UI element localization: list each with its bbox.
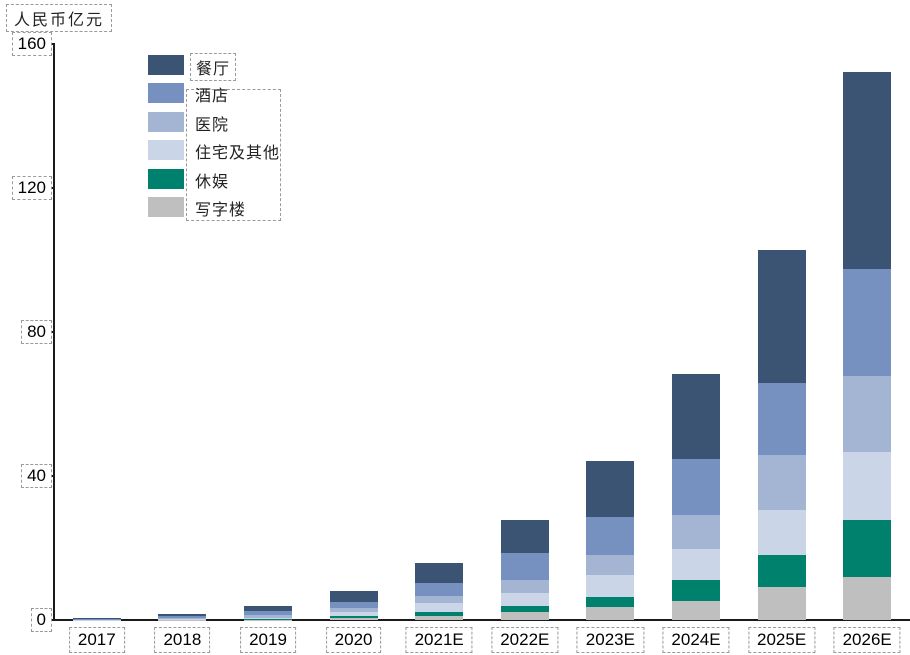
bar-2020 — [329, 0, 378, 620]
x-tick-label-2020: 2020 — [325, 627, 382, 653]
bar-segment-residential-and-other-2018 — [158, 618, 207, 620]
bar-segment-office-2023E — [586, 606, 635, 620]
bar-2026E — [843, 0, 892, 620]
x-tick-label-2017: 2017 — [68, 627, 125, 653]
bar-2023E — [586, 0, 635, 620]
bar-segment-residential-and-other-2022E — [500, 593, 549, 606]
x-tick-label-2026E: 2026E — [833, 627, 901, 653]
bar-segment-office-2024E — [672, 600, 720, 620]
bar-segment-residential-and-other-2019 — [244, 617, 292, 619]
bar-segment-restaurant-2024E — [672, 374, 720, 460]
bar-2022E — [500, 0, 549, 620]
bar-2017 — [72, 0, 121, 620]
x-tick-label-2018: 2018 — [154, 627, 211, 653]
bar-segment-leisure-2023E — [586, 596, 635, 607]
bar-segment-restaurant-2019 — [244, 605, 292, 611]
bar-segment-leisure-2026E — [843, 519, 892, 578]
legend-label-office: 写字楼 — [195, 200, 247, 219]
bar-segment-restaurant-2017 — [72, 617, 121, 619]
bar-segment-hospital-2024E — [672, 514, 720, 550]
bar-segment-restaurant-2022E — [500, 519, 549, 554]
x-tick-label-2021E: 2021E — [405, 627, 473, 653]
bar-segment-hotel-2017 — [72, 618, 121, 620]
legend-label-residential-and-other: 住宅及其他 — [195, 143, 281, 163]
bar-segment-residential-and-other-2024E — [672, 549, 720, 581]
bar-segment-restaurant-2020 — [329, 590, 378, 602]
legend-label-hospital: 医院 — [195, 114, 230, 134]
bar-segment-leisure-2019 — [244, 618, 292, 620]
x-axis-line — [53, 619, 910, 621]
bar-segment-hospital-2021E — [415, 595, 464, 604]
bar-segment-hotel-2025E — [757, 383, 806, 456]
y-axis-unit-label: 人民币亿元 — [6, 4, 113, 32]
bar-2025E — [757, 0, 806, 620]
bar-segment-office-2022E — [500, 612, 549, 620]
legend-swatch-restaurant — [148, 55, 184, 75]
y-tick-label-120: 120 — [11, 176, 52, 200]
bar-segment-hospital-2018 — [158, 617, 207, 619]
y-tick-label-80: 80 — [21, 320, 52, 344]
bar-segment-office-2021E — [415, 616, 464, 620]
y-tick-label-0: 0 — [30, 608, 52, 632]
bar-segment-hotel-2024E — [672, 459, 720, 515]
bar-segment-restaurant-2026E — [843, 72, 892, 269]
bar-segment-hotel-2023E — [586, 516, 635, 555]
bar-segment-leisure-2022E — [500, 605, 549, 613]
bar-segment-hospital-2019 — [244, 614, 292, 618]
bar-segment-hospital-2020 — [329, 607, 378, 612]
y-tick-label-160: 160 — [11, 32, 52, 56]
bar-segment-residential-and-other-2021E — [415, 603, 464, 612]
x-tick-label-2022E: 2022E — [491, 627, 559, 653]
bar-segment-office-2025E — [757, 586, 806, 620]
legend-annotation-box — [186, 89, 281, 221]
bar-segment-restaurant-2021E — [415, 562, 464, 583]
x-tick-label-2024E: 2024E — [662, 627, 730, 653]
bar-segment-leisure-2020 — [329, 616, 378, 618]
legend-swatch-hospital — [148, 111, 184, 132]
bar-segment-residential-and-other-2020 — [329, 611, 378, 617]
bar-segment-hotel-2026E — [843, 269, 892, 376]
bar-2024E — [672, 0, 720, 620]
bar-segment-hospital-2023E — [586, 554, 635, 575]
bar-segment-hotel-2020 — [329, 601, 378, 608]
bar-segment-residential-and-other-2023E — [586, 575, 635, 597]
x-tick-label-2025E: 2025E — [748, 627, 816, 653]
bar-2021E — [415, 0, 464, 620]
legend-swatch-residential-and-other — [148, 140, 184, 161]
bar-segment-hotel-2019 — [244, 610, 292, 615]
bar-segment-hospital-2026E — [843, 375, 892, 452]
bar-segment-office-2026E — [843, 577, 892, 620]
legend-swatch-hotel — [148, 83, 184, 104]
bar-segment-leisure-2021E — [415, 611, 464, 617]
y-tick-label-40: 40 — [21, 464, 52, 488]
bar-2018 — [158, 0, 207, 620]
bar-segment-office-2020 — [329, 617, 378, 620]
bar-segment-residential-and-other-2025E — [757, 509, 806, 555]
y-axis-line — [53, 43, 55, 621]
bar-2019 — [244, 0, 292, 620]
bar-segment-restaurant-2023E — [586, 460, 635, 517]
bar-segment-leisure-2024E — [672, 580, 720, 601]
legend-swatch-office — [148, 197, 184, 217]
bar-segment-hotel-2021E — [415, 582, 464, 596]
bar-segment-hotel-2022E — [500, 553, 549, 581]
legend-swatch-leisure — [148, 168, 184, 189]
legend-label-hotel: 酒店 — [195, 86, 230, 106]
legend-label-leisure: 休娱 — [195, 171, 230, 191]
bar-segment-restaurant-2025E — [757, 249, 806, 384]
bar-segment-residential-and-other-2026E — [843, 451, 892, 520]
x-tick-label-2019: 2019 — [240, 627, 296, 653]
x-tick-label-2023E: 2023E — [576, 627, 644, 653]
bar-segment-hotel-2018 — [158, 616, 207, 618]
legend-label-restaurant: 餐厅 — [190, 53, 237, 81]
bar-segment-leisure-2025E — [757, 554, 806, 587]
bar-segment-hospital-2025E — [757, 455, 806, 510]
bar-segment-hospital-2022E — [500, 580, 549, 594]
bar-segment-restaurant-2018 — [158, 613, 207, 617]
